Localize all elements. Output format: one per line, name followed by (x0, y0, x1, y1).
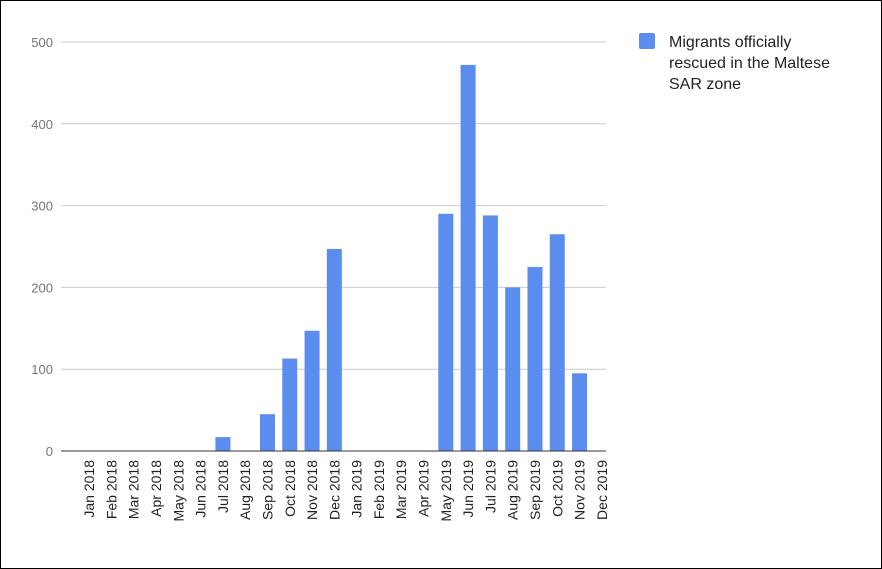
bar (505, 287, 521, 451)
bar (304, 330, 320, 451)
legend-label-line: SAR zone (669, 76, 741, 93)
x-tick-label: Aug 2018 (237, 460, 253, 520)
bar (215, 437, 231, 451)
bar (282, 358, 298, 451)
bar (460, 64, 476, 452)
legend-swatch (639, 33, 655, 49)
x-tick-label: Feb 2019 (371, 460, 387, 519)
x-tick-label: Nov 2018 (304, 460, 320, 520)
bar (549, 234, 565, 451)
x-tick-label: Jan 2019 (349, 460, 365, 518)
x-tick-label: Apr 2018 (148, 460, 164, 517)
legend-label-line: rescued in the Maltese (669, 55, 830, 72)
x-tick-label: Nov 2019 (572, 460, 588, 520)
legend-label: Migrants officially rescued in the Maltes… (669, 34, 830, 93)
bar (259, 414, 275, 451)
x-tick-label: Sep 2018 (259, 460, 275, 520)
bars (215, 64, 588, 452)
bar (527, 266, 543, 451)
x-tick-label: Apr 2019 (416, 460, 432, 517)
x-tick-label: Jun 2018 (193, 460, 209, 518)
y-axis-ticks: 0 100 200 300 400 500 (31, 35, 53, 459)
x-tick-label: Jul 2019 (482, 460, 498, 513)
y-tick-label: 300 (31, 199, 53, 214)
y-tick-label: 400 (31, 117, 53, 132)
x-tick-label: Oct 2018 (282, 460, 298, 517)
x-tick-label: Jan 2018 (81, 460, 97, 518)
x-tick-label: Feb 2018 (103, 460, 119, 519)
x-tick-label: Jun 2019 (460, 460, 476, 518)
x-tick-label: Sep 2019 (527, 460, 543, 520)
x-tick-label: Mar 2019 (393, 460, 409, 519)
x-tick-label: Dec 2019 (594, 460, 610, 520)
y-tick-label: 0 (46, 444, 53, 459)
y-tick-label: 200 (31, 280, 53, 295)
bar (572, 373, 588, 451)
x-tick-label: Jul 2018 (215, 460, 231, 513)
legend-label-line: Migrants officially (669, 34, 791, 51)
legend: Migrants officially rescued in the Maltes… (639, 33, 830, 93)
x-tick-label: May 2018 (170, 460, 186, 522)
x-tick-label: Mar 2018 (126, 460, 142, 519)
y-tick-label: 100 (31, 362, 53, 377)
y-tick-label: 500 (31, 35, 53, 50)
x-tick-label: Dec 2018 (326, 460, 342, 520)
x-tick-label: Aug 2019 (505, 460, 521, 520)
x-tick-label: Oct 2019 (549, 460, 565, 517)
x-tick-label: May 2019 (438, 460, 454, 522)
x-axis-ticks: Jan 2018 Feb 2018 Mar 2018 Apr 2018 May 2018… (81, 460, 610, 522)
bar (326, 248, 342, 451)
bar (438, 213, 454, 451)
bar (482, 215, 498, 451)
